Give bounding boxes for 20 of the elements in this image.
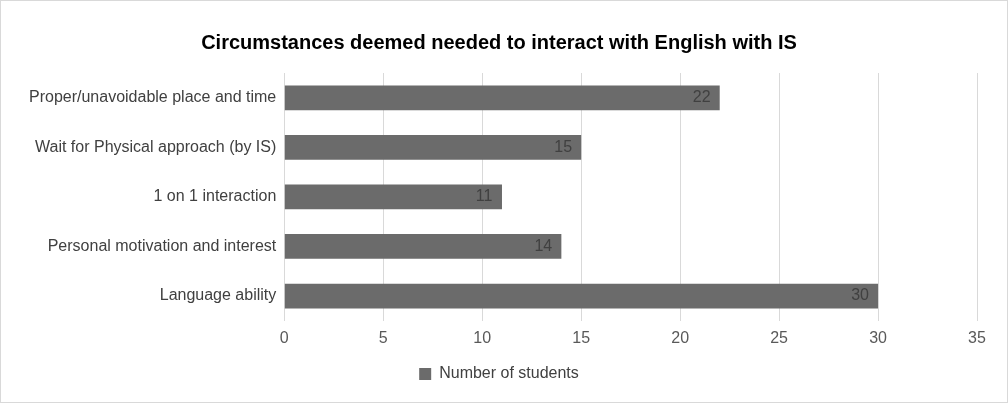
x-tick-label: 10 (473, 328, 492, 346)
y-tick-label: Proper/unavoidable place and time (28, 88, 277, 106)
x-tick-label: 30 (869, 328, 888, 346)
x-tick-label: 5 (378, 328, 388, 346)
y-tick-label: Wait for Physical approach (by IS) (34, 137, 277, 155)
bar (284, 184, 502, 210)
bar (284, 85, 720, 111)
y-tick-label: Personal motivation and interest (47, 236, 277, 254)
y-tick-label: Language ability (159, 286, 277, 304)
x-tick-label: 20 (671, 328, 690, 346)
bar (284, 283, 879, 309)
x-tick-label: 35 (968, 328, 986, 346)
legend-label: Number of students (439, 364, 579, 382)
x-tick-label: 25 (770, 328, 789, 346)
x-tick-label: 0 (279, 328, 289, 346)
chart-title: Circumstances deemed needed to interact with English with IS (201, 30, 797, 53)
x-tick-label: 15 (572, 328, 591, 346)
bar (284, 134, 582, 160)
bar (284, 234, 562, 259)
y-tick-label: 1 on 1 interaction (153, 187, 277, 205)
